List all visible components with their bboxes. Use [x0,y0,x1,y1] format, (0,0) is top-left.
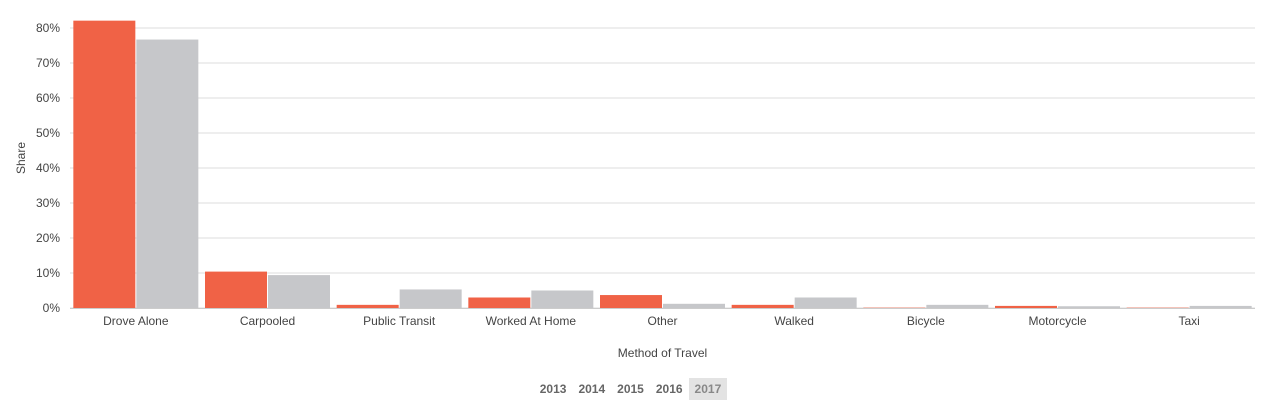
y-tick-label: 50% [36,126,60,140]
bar [1189,305,1252,308]
y-tick-label: 40% [36,161,60,175]
x-tick-label: Other [647,314,677,328]
x-tick-label: Taxi [1178,314,1199,328]
chart: 0% 10% 20% 30% 40% 50% 60% 70% 80% Drove Alone Car… [14,20,1255,360]
year-button-2014[interactable]: 2014 [578,382,606,396]
y-tick-label: 30% [36,196,60,210]
x-axis-title: Method of Travel [618,346,707,360]
year-button-2017[interactable]: 2017 [688,378,728,400]
bar [531,290,594,308]
bar [926,304,989,308]
bar [1058,306,1120,308]
x-tick-label: Bicycle [907,314,945,328]
y-tick-label: 0% [43,301,61,315]
y-tick-label: 10% [36,266,60,280]
bar [794,297,857,308]
x-tick-label: Carpooled [240,314,295,328]
bar [399,289,462,308]
bar [600,295,662,308]
bar [268,275,330,308]
x-tick-label: Walked [774,314,814,328]
bar [995,305,1057,308]
bar [73,20,136,309]
year-selector: 2013 2014 2015 2016 2017 [0,378,1261,400]
x-tick-label: Public Transit [363,314,436,328]
year-button-2013[interactable]: 2013 [539,382,567,396]
bar [663,303,725,308]
x-tick-label: Worked At Home [486,314,577,328]
bar [468,297,531,308]
y-tick-label: 80% [36,21,60,35]
bar-chart-svg: 0% 10% 20% 30% 40% 50% 60% 70% 80% Drove Alone Car… [14,20,1255,360]
bar [336,304,399,308]
bar [731,304,794,308]
y-tick-label: 60% [36,91,60,105]
x-tick-label: Drove Alone [103,314,169,328]
year-button-2015[interactable]: 2015 [617,382,644,396]
x-tick-label: Motorcycle [1028,314,1086,328]
y-axis-title: Share [14,142,28,174]
bar [136,39,199,309]
y-tick-label: 70% [36,56,60,70]
bar [205,271,267,308]
y-tick-label: 20% [36,231,60,245]
year-button-2016[interactable]: 2016 [655,382,683,396]
